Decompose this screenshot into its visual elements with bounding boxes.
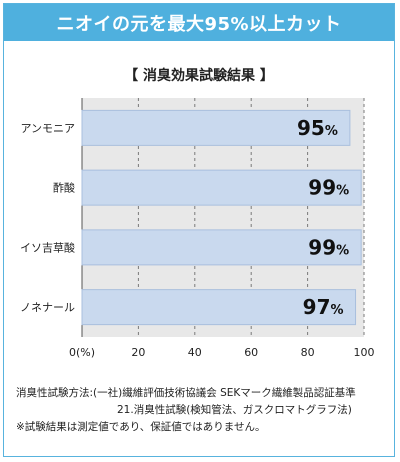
headline-banner: ニオイの元を最大95%以上カット <box>4 4 394 41</box>
bar <box>81 109 351 146</box>
disclaimer-note: ※試験結果は測定値であり、保証値ではありません。 <box>16 421 266 433</box>
test-method-note-cont: 21.消臭性試験(検知管法、ガスクロマトグラフ法) <box>117 404 352 416</box>
bar <box>81 289 357 326</box>
x-tick-label: 60 <box>244 346 258 359</box>
chart-title: 【 消臭効果試験結果 】 <box>124 68 274 84</box>
bar <box>81 229 362 266</box>
test-method-note: 消臭性試験方法:(一社)繊維評価技術協議会 SEKマーク繊維製品認証基準 <box>16 387 356 399</box>
x-tick-label: 0(%) <box>69 346 95 359</box>
data-label: 99% <box>308 235 349 259</box>
data-label: 97% <box>303 295 344 319</box>
footnotes: 消臭性試験方法:(一社)繊維評価技術協議会 SEKマーク繊維製品認証基準 21.… <box>16 385 388 436</box>
category-label: 酢酸 <box>53 181 75 195</box>
x-tick-label: 100 <box>354 346 375 359</box>
x-tick-label: 40 <box>188 346 202 359</box>
bar <box>81 169 362 206</box>
data-label: 95% <box>297 116 338 140</box>
category-label: アンモニア <box>20 122 75 135</box>
category-label: ノネナール <box>20 301 75 314</box>
category-label: イソ吉草酸 <box>20 240 75 254</box>
data-label: 99% <box>308 176 349 200</box>
x-tick-label: 80 <box>301 346 315 359</box>
x-tick-label: 20 <box>131 346 145 359</box>
